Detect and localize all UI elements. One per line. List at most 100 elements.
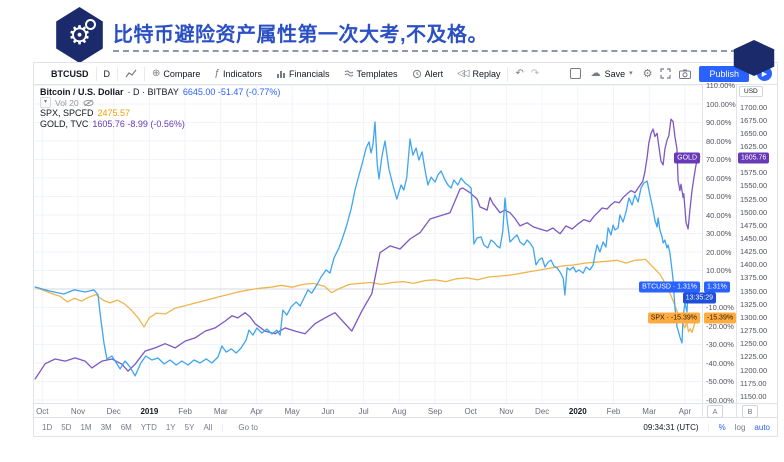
- time-axis-label: Dec: [106, 407, 121, 416]
- range-button-1m[interactable]: 1M: [80, 422, 92, 432]
- legend-collapse-button[interactable]: ▾: [40, 97, 51, 109]
- time-axis-label: 2020: [568, 407, 587, 416]
- price-tick: 1575.00: [740, 168, 768, 178]
- price-tick: 1475.00: [740, 220, 768, 230]
- indicators-icon: ƒ: [214, 67, 220, 79]
- percent-tick: 110.00%: [706, 81, 736, 90]
- indicators-button[interactable]: ƒ Indicators: [214, 67, 262, 79]
- toolbar-separator: [144, 66, 145, 81]
- cloud-icon: ☁: [590, 67, 601, 79]
- price-tick: 1200.00: [740, 365, 768, 375]
- price-tick: 1675.00: [740, 115, 768, 125]
- price-tick: 1450.00: [740, 234, 768, 243]
- line-chart-icon: [125, 69, 137, 77]
- price-tick: 1325.00: [740, 299, 768, 309]
- goto-button[interactable]: Go to: [238, 422, 258, 432]
- range-button-1d[interactable]: 1D: [42, 422, 53, 432]
- price-chart-plot[interactable]: [34, 84, 702, 403]
- price-tick: 1650.00: [740, 128, 768, 138]
- fullscreen-icon[interactable]: [660, 68, 672, 79]
- gold-name: GOLD, TVC: [40, 118, 89, 129]
- range-button-all[interactable]: All: [203, 422, 213, 432]
- legend-main-row[interactable]: Bitcoin / U.S. Dollar · D · BITBAY 6645.…: [40, 87, 280, 98]
- chart-toolbar: BTCUSD D ⊕ Compare ƒ Indicators Financials…: [34, 63, 778, 84]
- tradingview-widget: [33, 62, 778, 437]
- save-button[interactable]: ☁ Save ▾: [590, 67, 633, 79]
- log-scale-toggle[interactable]: log: [734, 422, 746, 432]
- usd-currency-button[interactable]: USD: [739, 86, 763, 97]
- time-axis-label: Feb: [178, 407, 192, 416]
- chevron-down-icon: ▾: [629, 69, 633, 77]
- logo-dot-icon: [85, 19, 96, 30]
- price-tick: 1175.00: [740, 378, 767, 388]
- percent-tick: 70.00%: [706, 155, 732, 164]
- templates-icon: [344, 70, 353, 76]
- gold-series-label: GOLD: [674, 152, 700, 164]
- range-button-6m[interactable]: 6M: [120, 422, 132, 432]
- range-button-1y[interactable]: 1Y: [165, 422, 176, 432]
- spx-name: SPX, SPCFD: [40, 108, 94, 118]
- undo-button[interactable]: ↶: [508, 63, 530, 84]
- scale-b-button[interactable]: B: [742, 405, 758, 418]
- auto-scale-toggle[interactable]: auto: [754, 422, 770, 432]
- btc-series-label: BTCUSD · 1.31%: [639, 281, 700, 293]
- percent-tick: -10.00%: [706, 303, 734, 312]
- price-tick: 1700.00: [740, 102, 768, 112]
- range-button-5y[interactable]: 5Y: [184, 422, 195, 432]
- time-axis-label: Nov: [70, 407, 86, 416]
- price-axis-border: [736, 84, 737, 417]
- time-axis-label: Apr: [250, 407, 263, 416]
- percent-scale-toggle[interactable]: %: [718, 422, 726, 432]
- interval-button[interactable]: D: [103, 68, 111, 79]
- percent-tick: -50.00%: [706, 377, 734, 386]
- camera-icon[interactable]: [679, 69, 692, 79]
- price-tick: 1500.00: [740, 207, 768, 217]
- time-axis-label: Sep: [427, 407, 443, 416]
- price-tick: 1425.00: [740, 247, 768, 257]
- time-axis-label: Nov: [499, 407, 514, 416]
- redo-button[interactable]: ↷: [531, 63, 546, 84]
- settings-gear-icon[interactable]: ⚙: [642, 67, 653, 80]
- legend-spx-row[interactable]: SPX, SPCFD 2475.57: [40, 108, 280, 119]
- publish-button[interactable]: Publish: [699, 65, 749, 82]
- time-axis-border: [34, 403, 778, 404]
- btc-axis-label: 1.31%: [704, 281, 730, 293]
- range-button-3m[interactable]: 3M: [100, 422, 112, 432]
- alert-clock-icon: [412, 69, 421, 78]
- layout-icon[interactable]: [569, 68, 581, 79]
- brand-logo: ⚙: [56, 7, 103, 63]
- price-tick: 1550.00: [740, 181, 768, 191]
- scale-a-button[interactable]: A: [707, 405, 723, 418]
- symbol-button[interactable]: BTCUSD: [44, 63, 96, 84]
- legend-gold-row[interactable]: GOLD, TVC 1605.76 -8.99 (-0.56%): [40, 119, 280, 130]
- range-button-5d[interactable]: 5D: [61, 422, 72, 432]
- undo-icon: ↶: [515, 67, 524, 79]
- eye-hidden-icon[interactable]: [83, 99, 94, 107]
- percent-tick: -60.00%: [706, 395, 734, 405]
- legend-symbol-meta: · D · BITBAY: [127, 87, 179, 97]
- templates-button[interactable]: Templates: [337, 63, 405, 84]
- time-axis-label: Apr: [678, 407, 692, 416]
- gold-value: 1605.76 -8.99 (-0.56%): [92, 118, 185, 129]
- range-button-ytd[interactable]: YTD: [140, 422, 157, 432]
- replay-button[interactable]: ◁◁ Replay: [457, 67, 501, 79]
- toolbar-separator: [117, 66, 118, 81]
- replay-icon: ◁◁: [457, 67, 470, 79]
- percent-tick: -40.00%: [706, 358, 734, 368]
- chart-legend: Bitcoin / U.S. Dollar · D · BITBAY 6645.…: [40, 87, 280, 129]
- legend-volume-row: ▾ Vol 20: [40, 97, 280, 109]
- financials-button[interactable]: Financials: [269, 63, 337, 84]
- toolbar-separator: [95, 66, 97, 81]
- page-title: 比特币避险资产属性第一次大考,不及格。: [113, 24, 489, 46]
- percent-tick: 100.00%: [706, 99, 736, 109]
- compare-button[interactable]: ⊕ Compare: [152, 67, 201, 79]
- gold-series-line: [34, 118, 701, 380]
- percent-tick: 80.00%: [706, 136, 732, 146]
- bottom-toolbar: 1D 5D 1M 3M 6M YTD 1Y 5Y All | Go to 09:34:31 (U…: [42, 422, 770, 432]
- percent-tick: 30.00%: [706, 229, 732, 238]
- btc-countdown-label: 13:35:29: [682, 292, 716, 304]
- percent-tick: 90.00%: [706, 118, 732, 127]
- alert-button[interactable]: Alert: [405, 63, 451, 84]
- chart-type-button[interactable]: [118, 63, 144, 84]
